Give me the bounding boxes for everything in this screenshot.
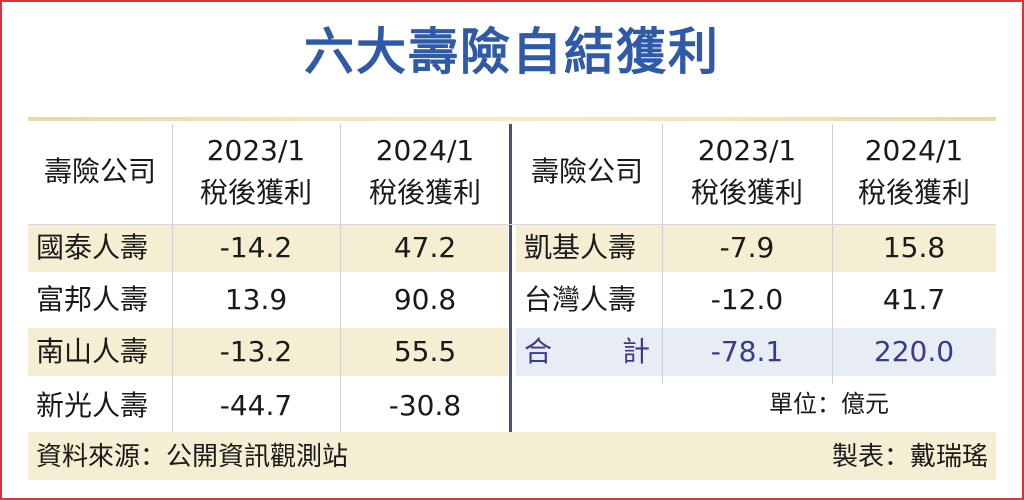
- section-divider: [509, 124, 512, 432]
- row-divider: [28, 224, 996, 225]
- header-2024-label: 稅後獲利: [857, 176, 970, 209]
- company-name: 新光人壽: [36, 389, 149, 422]
- header-2024-year: 2024/1: [375, 134, 475, 167]
- profit-2024: 90.8: [393, 283, 457, 316]
- row-highlight: [28, 224, 508, 272]
- header-2024-year: 2024/1: [864, 134, 964, 167]
- total-label-second: 計: [622, 335, 651, 368]
- profit-2024: 47.2: [393, 231, 457, 264]
- company-name: 凱基人壽: [524, 231, 637, 264]
- header-2023-year: 2023/1: [206, 134, 306, 167]
- header-2023-label: 稅後獲利: [199, 176, 312, 209]
- header-company: 壽險公司: [530, 155, 643, 188]
- company-name: 南山人壽: [36, 335, 149, 368]
- row-highlight: [516, 224, 996, 272]
- column-divider: [172, 124, 173, 432]
- profit-2023: -12.0: [710, 283, 784, 316]
- header-2024-label: 稅後獲利: [368, 176, 481, 209]
- profit-2024: 15.8: [882, 231, 946, 264]
- unit-note: 單位：億元: [769, 390, 889, 418]
- company-name: 富邦人壽: [36, 283, 149, 316]
- profit-2024: 41.7: [882, 283, 946, 316]
- total-2024: 220.0: [873, 335, 955, 368]
- company-name: 台灣人壽: [524, 283, 637, 316]
- row-highlight: [28, 328, 508, 376]
- title-divider: [28, 117, 996, 121]
- profit-2023: -7.9: [719, 231, 775, 264]
- header-2023-year: 2023/1: [697, 134, 797, 167]
- profit-2023: 13.9: [224, 283, 288, 316]
- header-company: 壽險公司: [43, 155, 156, 188]
- credit-note: 製表：戴瑞瑤: [831, 442, 988, 472]
- column-divider: [662, 124, 663, 384]
- total-2023: -78.1: [710, 335, 784, 368]
- profit-2023: -14.2: [219, 231, 293, 264]
- profit-2024: 55.5: [393, 335, 457, 368]
- source-note: 資料來源：公開資訊觀測站: [36, 442, 349, 472]
- total-row-highlight: [516, 328, 996, 376]
- column-divider: [832, 124, 833, 384]
- profit-2023: -44.7: [219, 389, 293, 422]
- total-label-first: 合: [524, 335, 553, 368]
- column-divider: [340, 124, 341, 432]
- header-2023-label: 稅後獲利: [690, 176, 803, 209]
- company-name: 國泰人壽: [36, 231, 149, 264]
- page-title: 六大壽險自結獲利: [304, 23, 720, 81]
- profit-2024: -30.8: [388, 389, 462, 422]
- footer-bar: [28, 432, 996, 480]
- profit-2023: -13.2: [219, 335, 293, 368]
